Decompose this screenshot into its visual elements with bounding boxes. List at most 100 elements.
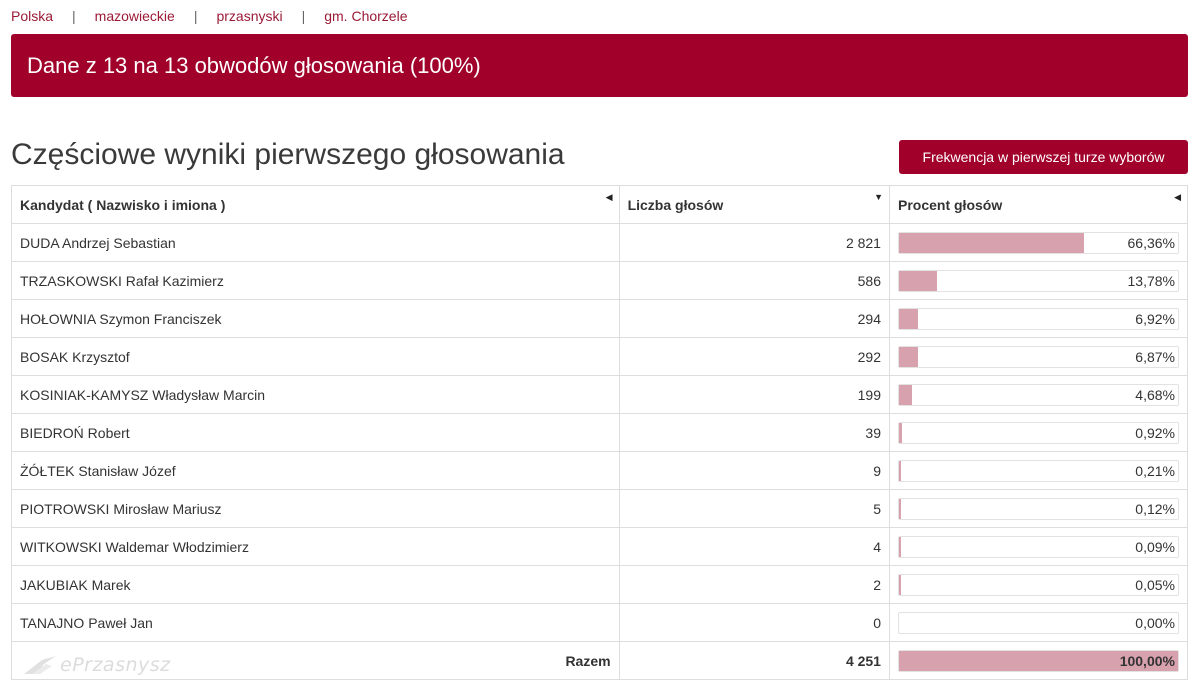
vote-count: 9 xyxy=(618,451,890,490)
table-row: JAKUBIAK Marek 2 0,05% xyxy=(11,565,1189,604)
percent-bar: 0,12% xyxy=(897,497,1179,520)
breadcrumb-link-voivodeship[interactable]: mazowieckie xyxy=(94,8,175,24)
vote-count: 586 xyxy=(618,261,890,300)
percent-value: 0,21% xyxy=(1135,462,1175,479)
percent-cell: 0,92% xyxy=(888,413,1189,452)
percent-bar: 0,92% xyxy=(897,421,1179,444)
percent-value: 13,78% xyxy=(1127,272,1175,289)
breadcrumb-separator: | xyxy=(193,8,198,24)
percent-cell: 0,00% xyxy=(888,603,1189,642)
table-row: DUDA Andrzej Sebastian 2 821 66,36% xyxy=(11,223,1189,262)
percent-value: 0,92% xyxy=(1135,424,1175,441)
table-row: TANAJNO Paweł Jan 0 0,00% xyxy=(11,603,1189,642)
section-title: Częściowe wyniki pierwszego głosowania xyxy=(11,138,565,171)
vote-count: 4 xyxy=(618,527,890,566)
sort-left-icon: ◀ xyxy=(1174,192,1181,202)
total-label: Razem xyxy=(565,652,611,669)
data-coverage-text: Dane z 13 na 13 obwodów głosowania (100%… xyxy=(27,52,481,78)
percent-cell: 0,05% xyxy=(888,565,1189,604)
percent-value: 0,09% xyxy=(1135,538,1175,555)
percent-bar-fill xyxy=(898,232,1085,253)
table-row: WITKOWSKI Waldemar Włodzimierz 4 0,09% xyxy=(11,527,1189,566)
vote-count: 39 xyxy=(618,413,890,452)
percent-bar: 6,87% xyxy=(897,345,1179,368)
percent-cell: 6,87% xyxy=(888,337,1189,376)
total-percent-bar-fill xyxy=(898,650,1178,671)
percent-cell: 0,12% xyxy=(888,489,1189,528)
column-header-percent[interactable]: Procent głosów ◀ xyxy=(888,185,1189,224)
breadcrumb-separator: | xyxy=(301,8,306,24)
percent-value: 6,92% xyxy=(1135,310,1175,327)
percent-cell: 66,36% xyxy=(888,223,1189,262)
percent-value: 66,36% xyxy=(1127,234,1175,251)
vote-count: 294 xyxy=(618,299,890,338)
percent-value: 0,12% xyxy=(1135,500,1175,517)
results-table: Kandydat ( Nazwisko i imiona ) ◀ Liczba … xyxy=(11,185,1189,680)
percent-bar-fill xyxy=(898,384,913,405)
vote-count: 2 xyxy=(618,565,890,604)
vote-count: 2 821 xyxy=(618,223,890,262)
total-percent-cell: 100,00% xyxy=(888,641,1189,680)
vote-count: 0 xyxy=(618,603,890,642)
percent-bar-fill xyxy=(898,270,938,291)
percent-value: 0,00% xyxy=(1135,614,1175,631)
column-header-votes[interactable]: Liczba głosów ▼ xyxy=(618,185,890,224)
percent-bar: 66,36% xyxy=(897,231,1179,254)
percent-bar: 4,68% xyxy=(897,383,1179,406)
table-header-row: Kandydat ( Nazwisko i imiona ) ◀ Liczba … xyxy=(11,185,1189,224)
sort-down-icon: ▼ xyxy=(874,192,883,202)
table-row: BIEDROŃ Robert 39 0,92% xyxy=(11,413,1189,452)
candidate-name: BOSAK Krzysztof xyxy=(11,337,620,376)
percent-cell: 0,21% xyxy=(888,451,1189,490)
column-header-percent-label: Procent głosów xyxy=(897,196,1003,213)
percent-cell: 4,68% xyxy=(888,375,1189,414)
percent-bar: 13,78% xyxy=(897,269,1179,292)
percent-bar-fill xyxy=(898,346,919,367)
percent-bar: 0,05% xyxy=(897,573,1179,596)
percent-bar: 0,21% xyxy=(897,459,1179,482)
wing-icon xyxy=(24,656,56,674)
candidate-name: WITKOWSKI Waldemar Włodzimierz xyxy=(11,527,620,566)
percent-value: 0,05% xyxy=(1135,576,1175,593)
table-row: BOSAK Krzysztof 292 6,87% xyxy=(11,337,1189,376)
candidate-name: ŻÓŁTEK Stanisław Józef xyxy=(11,451,620,490)
breadcrumb-link-county[interactable]: przasnyski xyxy=(216,8,283,24)
percent-bar-fill xyxy=(898,460,901,481)
breadcrumb-link-commune[interactable]: gm. Chorzele xyxy=(324,8,408,24)
candidate-name: JAKUBIAK Marek xyxy=(11,565,620,604)
breadcrumb: Polska | mazowieckie | przasnyski | gm. … xyxy=(11,6,408,26)
total-label-cell: Razem xyxy=(11,641,620,680)
percent-bar-fill xyxy=(898,574,901,595)
total-votes: 4 251 xyxy=(618,641,890,680)
breadcrumb-link-country[interactable]: Polska xyxy=(11,8,54,24)
percent-value: 6,87% xyxy=(1135,348,1175,365)
percent-bar-fill xyxy=(898,422,902,443)
percent-bar: 0,09% xyxy=(897,535,1179,558)
column-header-votes-label: Liczba głosów xyxy=(627,196,724,213)
candidate-name: BIEDROŃ Robert xyxy=(11,413,620,452)
turnout-button[interactable]: Frekwencja w pierwszej turze wyborów xyxy=(899,140,1188,174)
percent-bar: 0,00% xyxy=(897,611,1179,634)
percent-bar-fill xyxy=(898,536,901,557)
percent-cell: 0,09% xyxy=(888,527,1189,566)
total-row: Razem 4 251 100,00% xyxy=(11,641,1189,680)
watermark-text: ePrzasnysz xyxy=(60,654,171,676)
percent-cell: 6,92% xyxy=(888,299,1189,338)
breadcrumb-separator: | xyxy=(72,8,76,24)
candidate-name: PIOTROWSKI Mirosław Mariusz xyxy=(11,489,620,528)
table-row: ŻÓŁTEK Stanisław Józef 9 0,21% xyxy=(11,451,1189,490)
table-row: TRZASKOWSKI Rafał Kazimierz 586 13,78% xyxy=(11,261,1189,300)
percent-bar-fill xyxy=(898,498,901,519)
percent-cell: 13,78% xyxy=(888,261,1189,300)
table-row: PIOTROWSKI Mirosław Mariusz 5 0,12% xyxy=(11,489,1189,528)
sort-left-icon: ◀ xyxy=(605,192,613,202)
column-header-candidate[interactable]: Kandydat ( Nazwisko i imiona ) ◀ xyxy=(11,185,620,224)
watermark-logo: ePrzasnysz xyxy=(22,654,171,676)
candidate-name: TRZASKOWSKI Rafał Kazimierz xyxy=(11,261,620,300)
table-row: KOSINIAK-KAMYSZ Władysław Marcin 199 4,6… xyxy=(11,375,1189,414)
candidate-name: KOSINIAK-KAMYSZ Władysław Marcin xyxy=(11,375,620,414)
vote-count: 199 xyxy=(618,375,890,414)
column-header-candidate-label: Kandydat ( Nazwisko i imiona ) xyxy=(20,196,226,213)
total-percent-bar: 100,00% xyxy=(897,649,1179,672)
candidate-name: DUDA Andrzej Sebastian xyxy=(11,223,620,262)
